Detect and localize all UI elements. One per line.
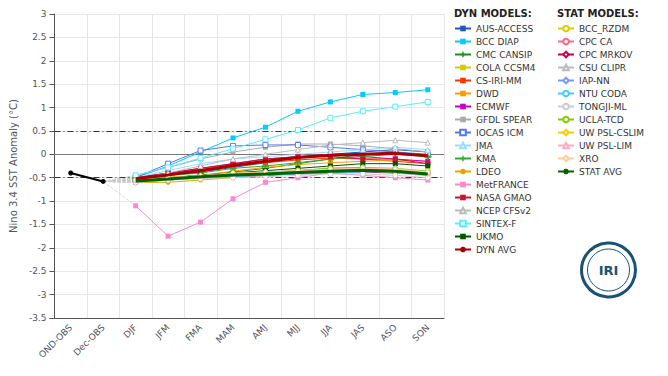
svg-text:IOCAS ICM: IOCAS ICM [476,128,523,138]
svg-text:DWD: DWD [476,89,499,99]
svg-text:UW PSL-LIM: UW PSL-LIM [579,141,632,151]
svg-text:JMA: JMA [475,141,493,151]
svg-text:DJF: DJF [122,322,140,340]
svg-text:CMC CANSIP: CMC CANSIP [476,50,533,60]
svg-text:BCC DIAP: BCC DIAP [476,37,519,47]
svg-text:NTU CODA: NTU CODA [579,89,628,99]
svg-text:MetFRANCE: MetFRANCE [476,180,529,190]
svg-text:UCLA-TCD: UCLA-TCD [579,115,624,125]
svg-text:IRI: IRI [599,263,619,278]
svg-text:AMJ: AMJ [250,322,269,341]
svg-text:DYN MODELS:: DYN MODELS: [454,8,532,19]
svg-text:DYN AVG: DYN AVG [476,245,516,255]
svg-text:CS-IRI-MM: CS-IRI-MM [476,76,522,86]
svg-text:Nino 3.4 SST Anomaly (°C): Nino 3.4 SST Anomaly (°C) [8,99,19,233]
svg-text:-2.5: -2.5 [29,266,47,276]
svg-text:-1: -1 [37,196,46,206]
svg-text:-0.5: -0.5 [29,173,47,183]
svg-text:IAP-NN: IAP-NN [579,76,610,86]
svg-text:JFM: JFM [153,322,172,341]
svg-text:-3: -3 [37,290,46,300]
svg-text:JAS: JAS [348,322,366,340]
svg-text:ECMWF: ECMWF [476,102,510,112]
svg-text:2: 2 [41,56,47,66]
svg-text:1.5: 1.5 [32,79,46,89]
svg-text:-1.5: -1.5 [29,219,47,229]
svg-text:0: 0 [41,149,47,159]
svg-text:COLA CCSM4: COLA CCSM4 [476,63,536,73]
svg-text:ASO: ASO [378,322,398,342]
svg-text:CPC CA: CPC CA [579,37,613,47]
svg-text:OND-OBS: OND-OBS [37,322,75,360]
svg-text:LDEO: LDEO [476,167,501,177]
svg-text:AUS-ACCESS: AUS-ACCESS [476,24,533,34]
svg-text:MAM: MAM [214,322,236,344]
svg-text:FMA: FMA [184,322,205,343]
svg-text:UW PSL-CSLIM: UW PSL-CSLIM [579,128,644,138]
svg-text:-2: -2 [37,243,46,253]
svg-text:CPC MRKOV: CPC MRKOV [579,50,633,60]
svg-text:3: 3 [41,9,47,19]
svg-text:NASA GMAO: NASA GMAO [476,193,532,203]
svg-text:MJJ: MJJ [285,322,301,338]
svg-text:NCEP CFSv2: NCEP CFSv2 [476,206,531,216]
svg-text:CSU CLIPR: CSU CLIPR [579,63,626,73]
svg-text:1: 1 [41,103,47,113]
svg-text:SON: SON [410,322,431,343]
svg-text:XRO: XRO [579,154,599,164]
svg-text:JJA: JJA [318,322,334,338]
svg-text:2.5: 2.5 [32,32,46,42]
svg-text:SINTEX-F: SINTEX-F [476,219,516,229]
svg-text:STAT AVG: STAT AVG [579,167,622,177]
svg-text:UKMO: UKMO [476,232,503,242]
svg-text:0.5: 0.5 [32,126,46,136]
svg-text:KMA: KMA [476,154,497,164]
svg-text:STAT MODELS:: STAT MODELS: [557,8,639,19]
svg-text:-3.5: -3.5 [29,313,47,323]
svg-text:GFDL SPEAR: GFDL SPEAR [476,115,532,125]
svg-text:TONGJI-ML: TONGJI-ML [578,102,627,112]
svg-text:Dec-OBS: Dec-OBS [72,322,107,357]
svg-text:BCC_RZDM: BCC_RZDM [579,24,629,34]
